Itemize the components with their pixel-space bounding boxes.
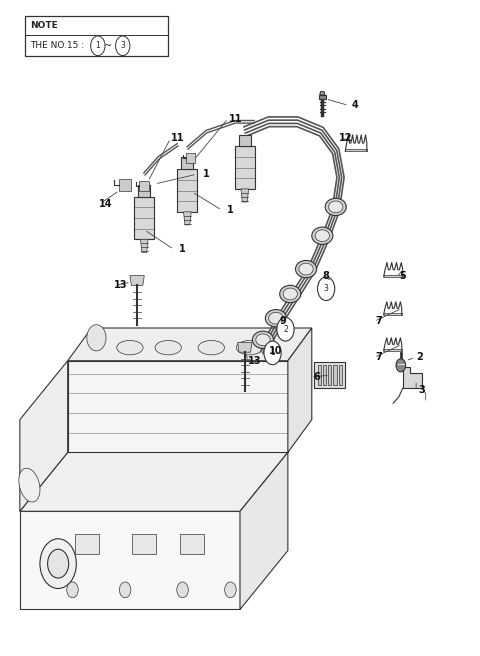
Polygon shape <box>320 92 324 95</box>
Text: 1: 1 <box>227 205 234 215</box>
Text: 2: 2 <box>416 352 423 363</box>
Bar <box>384 275 403 277</box>
Text: 2: 2 <box>283 325 288 334</box>
Polygon shape <box>240 453 288 609</box>
Polygon shape <box>140 180 149 190</box>
Ellipse shape <box>256 334 270 346</box>
Polygon shape <box>238 342 252 352</box>
Text: 1: 1 <box>96 41 100 51</box>
Text: 10: 10 <box>269 346 283 356</box>
Polygon shape <box>288 328 312 453</box>
Circle shape <box>67 582 78 598</box>
Ellipse shape <box>296 260 317 277</box>
Ellipse shape <box>237 340 263 355</box>
Polygon shape <box>141 239 148 253</box>
Text: 7: 7 <box>375 316 382 327</box>
Polygon shape <box>130 276 144 285</box>
Circle shape <box>40 539 76 588</box>
Circle shape <box>277 318 294 341</box>
Circle shape <box>87 325 106 351</box>
Polygon shape <box>186 154 195 163</box>
Polygon shape <box>20 361 68 511</box>
Ellipse shape <box>198 340 225 355</box>
Text: 8: 8 <box>323 271 330 281</box>
Ellipse shape <box>252 331 274 348</box>
Bar <box>384 349 402 351</box>
Text: 4: 4 <box>351 100 358 110</box>
Circle shape <box>396 359 406 372</box>
Text: 12: 12 <box>338 133 352 143</box>
Ellipse shape <box>283 288 298 300</box>
Ellipse shape <box>155 340 181 355</box>
Ellipse shape <box>315 230 329 241</box>
Ellipse shape <box>299 263 313 275</box>
Bar <box>180 534 204 554</box>
Text: 11: 11 <box>171 133 184 143</box>
Bar <box>338 365 342 385</box>
Bar <box>75 534 99 554</box>
Circle shape <box>264 341 281 365</box>
Text: 1: 1 <box>179 245 186 255</box>
Text: 6: 6 <box>313 372 320 382</box>
Polygon shape <box>319 95 325 99</box>
Text: NOTE: NOTE <box>30 21 58 30</box>
Ellipse shape <box>328 201 343 213</box>
Text: 14: 14 <box>99 199 113 209</box>
Polygon shape <box>68 361 288 453</box>
Ellipse shape <box>280 285 301 302</box>
Polygon shape <box>138 185 150 197</box>
Bar <box>384 313 402 315</box>
Text: 13: 13 <box>248 356 261 366</box>
Polygon shape <box>181 157 193 169</box>
Bar <box>132 534 156 554</box>
Text: 13: 13 <box>114 281 127 291</box>
Bar <box>345 149 367 152</box>
Ellipse shape <box>269 312 283 324</box>
Polygon shape <box>183 212 191 225</box>
Circle shape <box>120 582 131 598</box>
Bar <box>314 362 345 388</box>
Text: 5: 5 <box>399 271 406 281</box>
Bar <box>318 365 321 385</box>
Bar <box>333 365 336 385</box>
Ellipse shape <box>19 468 40 502</box>
Circle shape <box>177 582 188 598</box>
Text: 1: 1 <box>270 348 275 358</box>
Polygon shape <box>239 134 251 146</box>
Circle shape <box>318 277 335 300</box>
Ellipse shape <box>117 340 143 355</box>
Text: 3: 3 <box>324 284 329 293</box>
Circle shape <box>48 549 69 578</box>
Polygon shape <box>403 367 422 388</box>
Polygon shape <box>235 146 255 189</box>
Circle shape <box>225 582 236 598</box>
Ellipse shape <box>312 227 333 244</box>
Polygon shape <box>241 189 249 202</box>
Text: 7: 7 <box>375 352 382 363</box>
Bar <box>323 365 326 385</box>
Text: ~: ~ <box>104 41 112 51</box>
Polygon shape <box>177 169 197 212</box>
Text: THE NO.15 :: THE NO.15 : <box>30 41 84 51</box>
Text: 1: 1 <box>203 169 210 179</box>
Ellipse shape <box>265 310 287 327</box>
Text: 9: 9 <box>280 316 287 327</box>
Polygon shape <box>119 178 132 190</box>
Ellipse shape <box>325 198 346 216</box>
Polygon shape <box>20 511 240 609</box>
Polygon shape <box>20 453 288 511</box>
Polygon shape <box>134 197 155 239</box>
Bar <box>24 16 168 56</box>
Text: 11: 11 <box>228 113 242 123</box>
Bar <box>328 365 331 385</box>
Polygon shape <box>68 328 312 361</box>
Text: 3: 3 <box>120 41 125 51</box>
Text: 3: 3 <box>419 385 425 395</box>
